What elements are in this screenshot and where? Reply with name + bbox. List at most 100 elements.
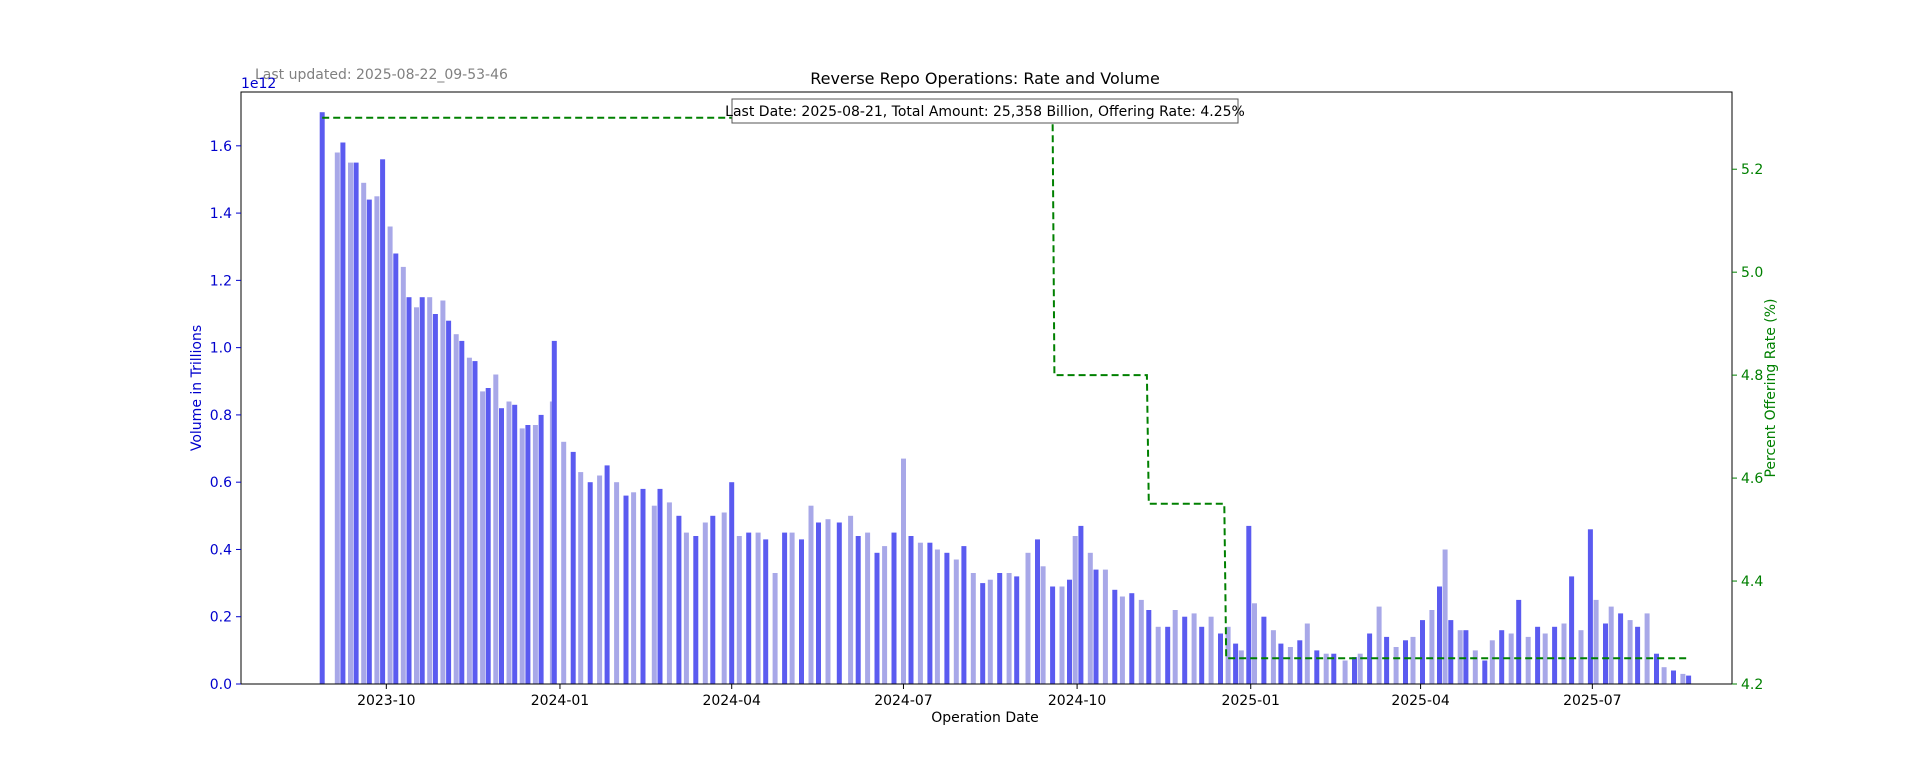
volume-bar (1671, 670, 1676, 684)
volume-bar (1542, 633, 1548, 684)
volume-bar (1218, 633, 1223, 684)
volume-bar (1208, 616, 1214, 684)
volume-bar (348, 162, 353, 685)
volume-bar (1376, 606, 1382, 684)
volume-bar (393, 253, 399, 684)
volume-bar (1587, 529, 1593, 684)
volume-bar (578, 472, 584, 684)
volume-bar (1119, 596, 1125, 684)
y-left-tick-label: 1.2 (210, 273, 232, 289)
volume-bar (1059, 586, 1065, 684)
volume-bar (1270, 630, 1276, 684)
volume-bar (1552, 626, 1558, 684)
volume-bar (1463, 630, 1469, 684)
y-left-tick-label: 0.2 (210, 610, 232, 626)
volume-bar (1357, 653, 1363, 684)
volume-bar (736, 536, 742, 684)
volume-bar (440, 300, 446, 684)
volume-bar (1025, 552, 1031, 684)
volume-bar (1525, 636, 1531, 684)
volume-bar (1661, 667, 1667, 684)
volume-bar (1297, 640, 1303, 684)
left-offset-label: 1e12 (241, 76, 276, 92)
y-left-tick-label: 1.6 (210, 139, 232, 155)
volume-bar (855, 536, 861, 684)
right-y-axis: 4.2 4.4 4.6 4.8 5.0 5.2 (1732, 162, 1763, 693)
y-right-tick-label: 4.6 (1741, 471, 1763, 487)
volume-bar (1146, 610, 1152, 684)
y-left-tick-label: 0.4 (210, 542, 232, 558)
volume-bar (1331, 653, 1337, 684)
volume-bar (400, 266, 406, 684)
volume-bar (1489, 640, 1495, 684)
volume-bar (1457, 630, 1463, 684)
volume-bar (1608, 606, 1614, 684)
volume-bar (1035, 539, 1040, 684)
chart-title: Reverse Repo Operations: Rate and Volume (810, 69, 1160, 88)
left-axis-label: Volume in Trillions (189, 325, 205, 451)
volume-bar (472, 361, 478, 684)
x-axis-label: Operation Date (931, 710, 1039, 726)
volume-bar (953, 559, 959, 684)
volume-bar (525, 425, 531, 684)
volume-bar (1635, 626, 1641, 684)
volume-bar (551, 340, 557, 684)
volume-bar (570, 451, 576, 684)
volume-bar (1314, 650, 1320, 684)
volume-bar (874, 552, 880, 684)
volume-bar (1561, 623, 1567, 684)
volume-bar (493, 374, 499, 684)
volume-bar (361, 182, 367, 685)
volume-bar (1437, 586, 1442, 684)
annotation-text: Last Date: 2025-08-21, Total Amount: 25,… (725, 104, 1245, 120)
volume-bar (1603, 623, 1608, 684)
volume-bar (1442, 549, 1448, 684)
volume-bar (319, 112, 325, 684)
volume-bar (1403, 640, 1408, 684)
y-right-tick-label: 4.8 (1741, 368, 1763, 384)
volume-bar (1482, 660, 1488, 684)
volume-bar (1238, 650, 1244, 684)
volume-bar (1138, 599, 1144, 684)
x-tick-label: 2024-10 (1048, 693, 1107, 709)
volume-bar (944, 552, 950, 684)
volume-bar (1072, 536, 1078, 684)
volume-bar (419, 297, 425, 684)
volume-bar (772, 573, 778, 684)
volume-bar (997, 573, 1003, 684)
y-left-tick-label: 0.0 (210, 677, 232, 693)
volume-bar (538, 414, 544, 684)
volume-bar (666, 502, 672, 684)
volume-bar (1448, 620, 1454, 684)
volume-bar (1323, 653, 1329, 684)
volume-bar (693, 536, 699, 684)
volume-bar (825, 519, 831, 684)
volume-bar (908, 536, 914, 684)
volume-bar (1304, 623, 1310, 684)
volume-bar (927, 542, 933, 684)
volume-bar (676, 515, 682, 684)
volume-bar (512, 404, 518, 684)
volume-bar (789, 532, 795, 684)
volume-bar (651, 505, 657, 684)
volume-bar (427, 297, 433, 684)
volume-bar (746, 532, 752, 684)
volume-bar (466, 357, 472, 684)
volume-bar (721, 512, 727, 684)
volume-bar (729, 482, 735, 684)
volume-bar (1516, 599, 1522, 684)
x-tick-label: 2025-04 (1391, 693, 1450, 709)
volume-bar (1352, 657, 1357, 684)
volume-bar (934, 549, 940, 684)
volume-bar (702, 522, 708, 684)
volume-bar (640, 488, 646, 684)
volume-bar (1165, 626, 1171, 684)
volume-bar (1246, 525, 1252, 684)
volume-bar (1261, 616, 1267, 684)
x-axis: 2023-10 2024-01 2024-04 2024-07 2024-10 2025-… (357, 684, 1622, 709)
volume-bar (1287, 647, 1293, 684)
volume-bar (1233, 643, 1239, 684)
volume-bar (1429, 610, 1435, 684)
volume-bar (480, 391, 486, 684)
volume-bar (1199, 626, 1205, 684)
